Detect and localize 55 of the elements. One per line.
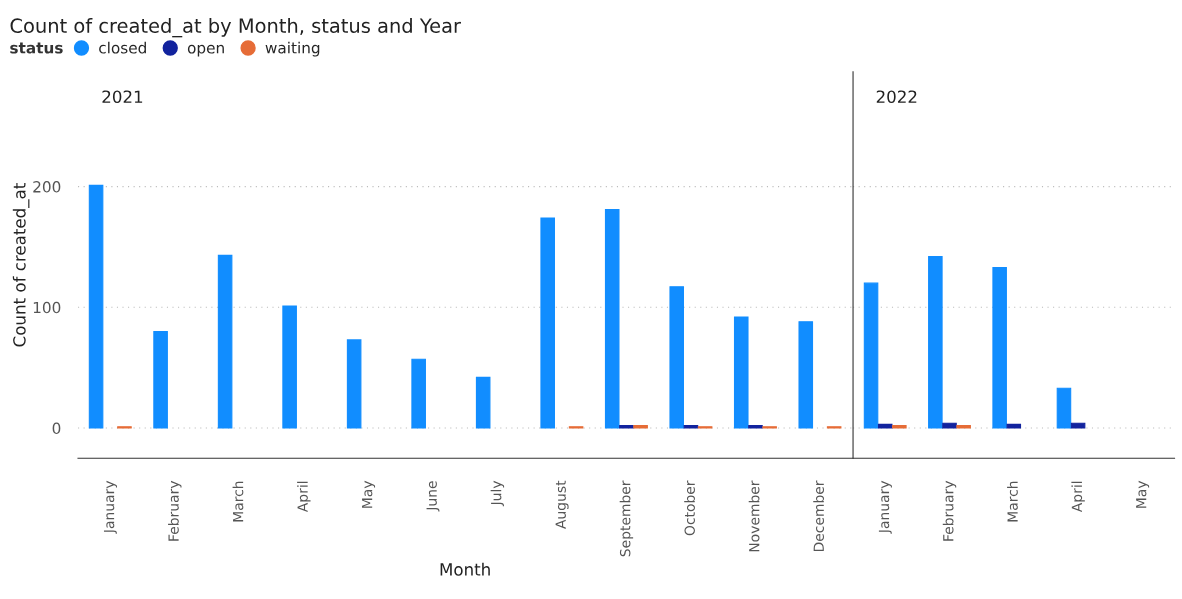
x-tick-label: January xyxy=(103,480,117,534)
bar xyxy=(633,425,648,429)
x-tick-label: August xyxy=(555,480,569,529)
bar xyxy=(877,423,893,429)
x-tick-label: July xyxy=(490,480,505,507)
x-tick-label: March xyxy=(1007,481,1018,522)
x-axis-title: Month xyxy=(440,562,490,576)
bar xyxy=(540,217,555,429)
bar xyxy=(798,321,814,429)
bar xyxy=(282,305,297,429)
x-tick-label: September xyxy=(619,480,634,557)
x-tick-label: February xyxy=(168,480,182,541)
bar xyxy=(992,266,1007,429)
x-tick-label: March xyxy=(232,481,244,522)
bar xyxy=(683,425,699,429)
bar xyxy=(733,316,749,429)
x-tick-label: May xyxy=(1136,480,1150,508)
bar xyxy=(604,208,620,429)
bar xyxy=(956,425,971,429)
y-tick-label: 0 xyxy=(52,422,61,435)
x-tick-label: November xyxy=(748,480,760,552)
bar xyxy=(928,256,943,429)
legend-label: closed xyxy=(99,41,146,54)
bar xyxy=(1056,387,1072,429)
legend-label: waiting xyxy=(265,41,320,57)
bar xyxy=(863,282,879,429)
x-tick-label: April xyxy=(1071,481,1085,513)
bar xyxy=(748,425,763,429)
bar xyxy=(217,254,233,429)
y-axis-title: Count of created_at xyxy=(12,183,30,347)
bar xyxy=(475,376,491,429)
x-tick-label: January xyxy=(878,480,892,534)
x-tick-label: May xyxy=(362,480,376,508)
x-tick-label: June xyxy=(426,481,440,512)
y-tick-label: 200 xyxy=(33,181,61,193)
legend-label: open xyxy=(187,44,224,57)
bar xyxy=(88,184,104,429)
chart-title: Count of created_at by Month, status and Year xyxy=(10,17,461,38)
bar xyxy=(346,339,362,429)
x-tick-label: October xyxy=(684,480,695,536)
bar xyxy=(669,286,685,429)
y-tick-label: 100 xyxy=(33,301,61,314)
legend-title: status xyxy=(10,42,63,54)
bar xyxy=(619,425,634,429)
bar xyxy=(942,422,957,429)
text: 2021 xyxy=(102,90,143,104)
x-tick-label: April xyxy=(297,481,311,513)
x-tick-label: February xyxy=(942,480,957,541)
bar xyxy=(411,358,426,429)
x-tick-label: December xyxy=(813,480,824,552)
bar xyxy=(1070,422,1086,429)
bar xyxy=(892,425,907,429)
bar xyxy=(1006,423,1022,429)
bar xyxy=(153,330,168,429)
text: 2022 xyxy=(876,90,917,104)
